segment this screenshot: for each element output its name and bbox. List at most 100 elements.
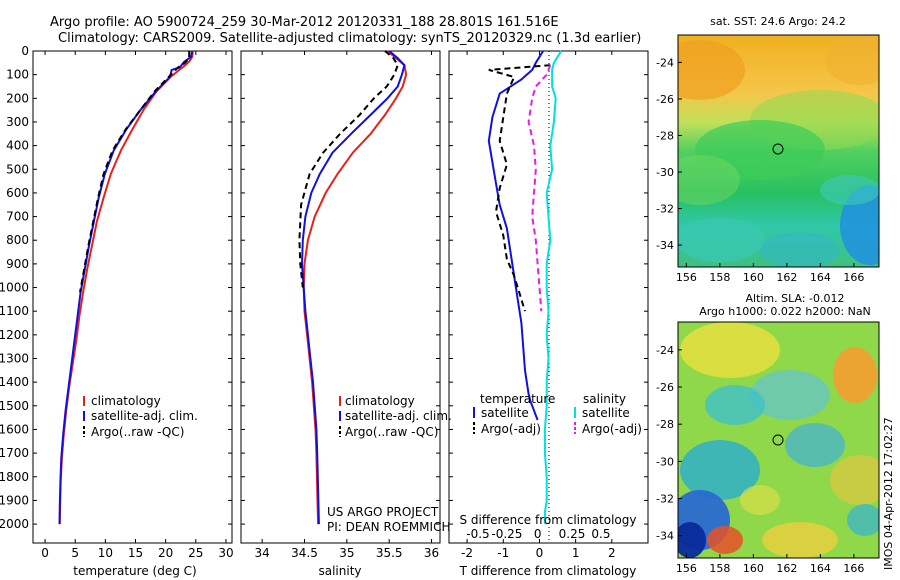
map-x-tick-label: 164	[810, 271, 831, 284]
temperature-legend: climatology satellite-adj. clim. Argo(..…	[83, 394, 198, 439]
series-line	[300, 50, 406, 525]
legend-satellite: satellite-adj. clim.	[91, 409, 198, 423]
x-tick-label: 15	[128, 546, 143, 560]
salinity-lines	[298, 50, 408, 525]
map-x-tick-label: 166	[843, 562, 864, 575]
map-y-tick-label: -24	[656, 56, 674, 69]
sla-map-title-line2: Argo h1000: 0.022 h2000: NaN	[699, 305, 871, 318]
y-tick-label: 1600	[0, 422, 29, 436]
x-tick-label: 5	[71, 546, 79, 560]
x-tick-label: 1	[572, 546, 580, 560]
y-tick-label: 600	[6, 186, 29, 200]
series-line	[58, 50, 194, 525]
temperature-axis-label: temperature (deg C)	[73, 564, 196, 578]
y-tick-label: 700	[6, 210, 29, 224]
temperature-panel	[32, 50, 233, 544]
x-top-tick-label: -0.5	[466, 527, 489, 541]
legend-argo: Argo(..raw -QC)	[345, 425, 438, 439]
y-tick-label: 1900	[0, 493, 29, 507]
sla-map-title-line1: Altim. SLA: -0.012	[745, 292, 844, 305]
map-x-tick-label: 166	[843, 271, 864, 284]
difference-lines	[487, 50, 563, 525]
legend-temperature-title: temperature	[480, 392, 555, 406]
legend-salinity-title: salinity	[583, 392, 626, 406]
series-line	[298, 50, 399, 288]
map-x-tick-label: 162	[776, 562, 797, 575]
x-top-tick-label: 0.5	[591, 527, 610, 541]
argo-position-marker	[772, 143, 784, 155]
map-y-tick-label: -28	[656, 418, 674, 431]
map-x-tick-label: 156	[676, 271, 697, 284]
legend-t-argo: Argo(-adj)	[481, 422, 541, 436]
series-line	[543, 50, 563, 525]
map-x-tick-label: 158	[709, 562, 730, 575]
legend-t-satellite: satellite	[481, 406, 529, 420]
project-name: US ARGO PROJECT	[327, 505, 439, 519]
y-tick-label: 100	[6, 68, 29, 82]
map-y-tick-label: -26	[656, 93, 674, 106]
timestamp: IMOS 04-Apr-2012 17:02:27	[882, 417, 895, 570]
y-tick-label: 1000	[0, 281, 29, 295]
difference-panel	[448, 50, 649, 544]
header-line1: Argo profile: AO 5900724_259 30-Mar-2012…	[50, 15, 559, 30]
x-tick-label: -2	[461, 546, 473, 560]
y-tick-label: 2000	[0, 517, 29, 531]
x-tick-label: 36	[424, 546, 439, 560]
x-top-tick-label: 0.25	[559, 527, 586, 541]
y-tick-label: 500	[6, 162, 29, 176]
y-tick-label: 1200	[0, 328, 29, 342]
map-y-tick-label: -30	[656, 455, 674, 468]
map-x-tick-label: 156	[676, 562, 697, 575]
project-pi: PI: DEAN ROEMMICH	[327, 520, 450, 534]
y-tick-label: 400	[6, 139, 29, 153]
x-tick-label: 30	[218, 546, 233, 560]
salinity-panel	[240, 50, 441, 544]
y-tick-label: 200	[6, 91, 29, 105]
legend-climatology: climatology	[91, 394, 161, 408]
map-x-tick-label: 160	[743, 562, 764, 575]
y-tick-label: 1400	[0, 375, 29, 389]
sst-map-frame	[677, 34, 880, 268]
map-y-tick-label: -34	[656, 239, 674, 252]
sla-map	[678, 322, 879, 558]
map-y-tick-label: -28	[656, 129, 674, 142]
s-difference-axis-label: S difference from climatology	[460, 513, 637, 527]
x-tick-label: -1	[497, 546, 509, 560]
y-tick-label: 900	[6, 257, 29, 271]
y-tick-label: 1100	[0, 304, 29, 318]
x-tick-label: 35	[339, 546, 354, 560]
series-line	[488, 64, 551, 312]
legend-s-satellite: satellite	[582, 406, 630, 420]
legend-satellite: satellite-adj. clim.	[345, 409, 452, 423]
x-tick-label: 10	[98, 546, 113, 560]
map-x-tick-label: 160	[743, 271, 764, 284]
legend-argo: Argo(..raw -QC)	[91, 425, 184, 439]
sla-map-frame	[677, 321, 880, 559]
map-y-tick-label: -24	[656, 344, 674, 357]
map-x-tick-label: 158	[709, 271, 730, 284]
map-y-tick-label: -32	[656, 493, 674, 506]
x-tick-label: 25	[188, 546, 203, 560]
salinity-legend: climatology satellite-adj. clim. Argo(..…	[339, 394, 452, 439]
series-line	[79, 51, 191, 293]
map-y-tick-label: -30	[656, 166, 674, 179]
x-tick-label: 0	[536, 546, 544, 560]
temperature-ticks: 0 5 10 15 20 25 300100200300400500600700800900…	[0, 44, 234, 560]
x-tick-label: 34	[255, 546, 270, 560]
y-tick-label: 1300	[0, 352, 29, 366]
map-y-tick-label: -34	[656, 530, 674, 543]
legend-climatology: climatology	[345, 394, 415, 408]
series-line	[487, 50, 544, 421]
salinity-axis-label: salinity	[318, 564, 361, 578]
legend-s-argo: Argo(-adj)	[582, 422, 642, 436]
map-y-tick-label: -32	[656, 203, 674, 216]
temperature-lines	[58, 50, 194, 525]
sst-map	[678, 35, 879, 267]
y-tick-label: 300	[6, 115, 29, 129]
salinity-ticks: 34 34.5 35 35.5 36	[241, 50, 440, 560]
map-x-tick-label: 162	[776, 271, 797, 284]
series-line	[58, 50, 194, 525]
sst-map-ticks: 156 158 160 162 164 166 -24 -26 -28 -30 -32 -34	[656, 56, 864, 284]
sla-map-ticks: 156 158 160 162 164 166 -24 -26 -28 -30 -32 -34	[656, 344, 864, 575]
